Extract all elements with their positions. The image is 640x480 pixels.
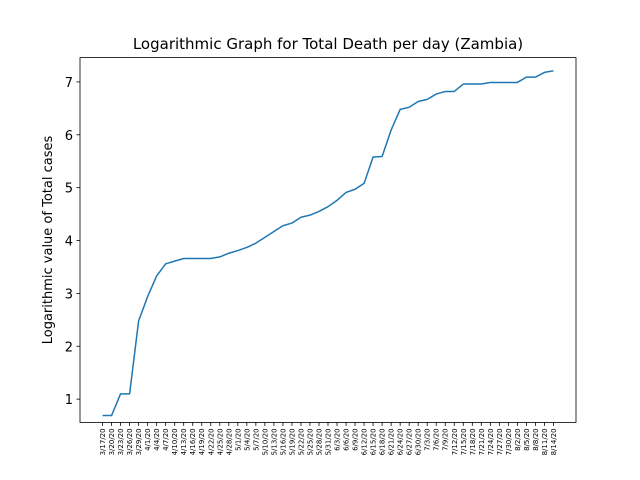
x-tick-label: 7/9/20 xyxy=(442,428,450,451)
x-tick-label: 5/4/20 xyxy=(243,428,251,451)
x-tick-label: 4/4/20 xyxy=(153,428,161,451)
x-tick-label: 3/23/20 xyxy=(117,428,125,455)
y-tick-label: 5 xyxy=(65,182,73,197)
x-tick-label: 8/11/20 xyxy=(541,428,549,455)
x-tick-label: 7/18/20 xyxy=(469,428,477,455)
x-tick-label: 6/30/20 xyxy=(415,428,423,455)
y-tick-label: 6 xyxy=(65,129,73,144)
x-tick-label: 3/26/20 xyxy=(126,428,134,455)
y-tick-label: 1 xyxy=(65,393,73,408)
x-tick-label: 6/9/20 xyxy=(352,428,360,451)
x-tick-label: 3/20/20 xyxy=(108,428,116,455)
x-tick-label: 4/1/20 xyxy=(144,428,152,451)
x-tick-label: 7/3/20 xyxy=(424,428,432,451)
x-tick-label: 3/29/20 xyxy=(135,428,143,455)
x-tick-label: 4/7/20 xyxy=(162,428,170,451)
x-tick-label: 4/25/20 xyxy=(216,428,224,455)
x-tick-label: 5/10/20 xyxy=(261,428,269,455)
x-tick-label: 5/7/20 xyxy=(252,428,260,451)
y-tick-label: 7 xyxy=(65,76,73,91)
x-tick-label: 7/27/20 xyxy=(496,428,504,455)
x-tick-label: 7/24/20 xyxy=(487,428,495,455)
x-tick-label: 7/15/20 xyxy=(460,428,468,455)
x-tick-label: 6/21/20 xyxy=(388,428,396,455)
x-tick-label: 4/16/20 xyxy=(189,428,197,455)
x-tick-label: 7/12/20 xyxy=(451,428,459,455)
x-tick-label: 6/12/20 xyxy=(361,428,369,455)
x-tick-label: 3/17/20 xyxy=(99,428,107,455)
x-tick-label: 5/13/20 xyxy=(270,428,278,455)
x-tick-label: 8/8/20 xyxy=(532,428,540,451)
chart-title: Logarithmic Graph for Total Death per da… xyxy=(133,35,523,53)
y-tick-label: 3 xyxy=(65,287,73,302)
y-axis-label: Logarithmic value of Total cases xyxy=(41,136,56,345)
x-tick-label: 5/25/20 xyxy=(306,428,314,455)
data-line xyxy=(102,70,554,417)
x-tick-label: 6/15/20 xyxy=(370,428,378,455)
x-tick-label: 4/13/20 xyxy=(180,428,188,455)
x-tick-label: 4/10/20 xyxy=(171,428,179,455)
x-tick-label: 8/2/20 xyxy=(514,428,522,451)
y-tick-label: 4 xyxy=(65,235,73,250)
x-tick-label: 5/31/20 xyxy=(325,428,333,455)
x-tick-label: 6/6/20 xyxy=(343,428,351,451)
x-tick-label: 8/5/20 xyxy=(523,428,531,451)
x-tick-label: 7/6/20 xyxy=(433,428,441,451)
x-tick-label: 5/22/20 xyxy=(297,428,305,455)
x-tick-label: 6/3/20 xyxy=(334,428,342,451)
x-tick-label: 8/14/20 xyxy=(550,428,558,455)
x-tick-label: 6/24/20 xyxy=(397,428,405,455)
x-tick-label: 4/19/20 xyxy=(198,428,206,455)
x-tick-label: 5/1/20 xyxy=(234,428,242,451)
y-tick-label: 2 xyxy=(65,340,73,355)
x-tick-label: 7/30/20 xyxy=(505,428,513,455)
x-tick-label: 5/19/20 xyxy=(288,428,296,455)
x-tick-label: 6/27/20 xyxy=(406,428,414,455)
x-tick-label: 5/16/20 xyxy=(279,428,287,455)
x-tick-label: 4/22/20 xyxy=(207,428,215,455)
x-tick-label: 4/28/20 xyxy=(225,428,233,455)
x-tick-label: 7/21/20 xyxy=(478,428,486,455)
x-tick-label: 6/18/20 xyxy=(379,428,387,455)
x-tick-label: 5/28/20 xyxy=(315,428,323,455)
